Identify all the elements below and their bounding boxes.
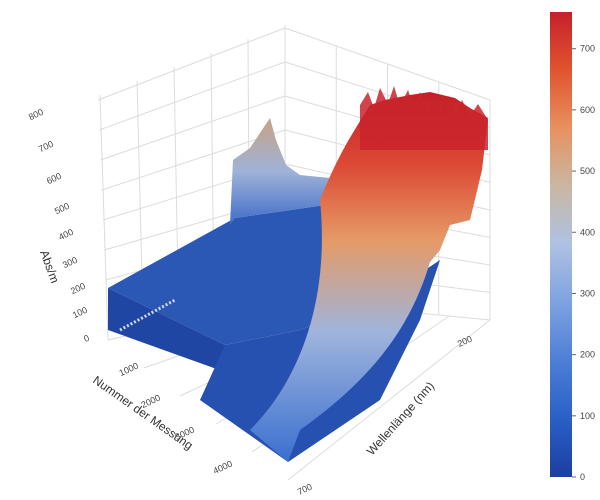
x-axis-title: Nummer der Messung	[90, 373, 195, 453]
z-tick-label: 300	[61, 255, 79, 270]
surface-peak-noise	[360, 86, 488, 150]
z-tick-label: 700	[37, 139, 55, 154]
grid-line	[100, 95, 286, 161]
grid-line	[99, 61, 286, 131]
z-tick-label: 0	[82, 333, 91, 344]
surface-noise-trace	[119, 298, 176, 332]
z-tick-label: 400	[57, 227, 75, 242]
colorbar-tick-label: 700	[580, 44, 595, 54]
surface-main-peak	[250, 92, 488, 462]
y-tick-label: 700	[296, 482, 314, 497]
colorbar-tick-label: 0	[580, 472, 585, 482]
colorbar-tick-label: 100	[580, 411, 595, 421]
z-tick-label: 500	[53, 201, 71, 216]
grid-line	[101, 129, 286, 191]
y-tick-label: 200	[456, 334, 474, 349]
x-tick-label: 1000	[118, 361, 140, 379]
grid-line	[97, 27, 286, 101]
z-axis-ticks: 0 100 200 300 400 500 600 700 800	[27, 107, 91, 344]
surface-plot	[108, 86, 488, 462]
grid-line	[99, 94, 109, 341]
colorbar-tick-label: 500	[580, 166, 595, 176]
colorbar-tick-label: 300	[580, 288, 595, 298]
z-tick-label: 800	[27, 107, 45, 122]
colorbar-rect	[550, 12, 572, 477]
z-tick-label: 600	[45, 171, 63, 186]
colorbar: 0 100 200 300 400 500 600 700	[550, 12, 595, 482]
x-tick-label: 4000	[212, 459, 234, 477]
colorbar-tick-label: 200	[580, 350, 595, 360]
grid-line	[287, 319, 491, 481]
colorbar-ticks: 0 100 200 300 400 500 600 700	[572, 44, 595, 482]
z-axis-title: Abs/m	[37, 248, 62, 285]
z-tick-label: 200	[69, 281, 87, 296]
z-tick-label: 100	[71, 305, 89, 320]
surface-front-left	[108, 288, 225, 372]
colorbar-tick-label: 400	[580, 227, 595, 237]
colorbar-tick-label: 600	[580, 105, 595, 115]
